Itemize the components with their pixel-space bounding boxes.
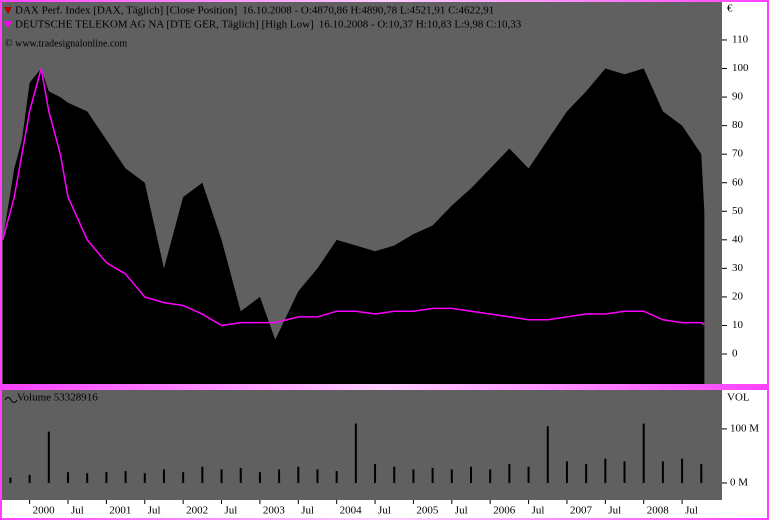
y-tick-label: 40 (732, 233, 744, 245)
y-tick-label: 10 (732, 319, 744, 331)
volume-bar (335, 471, 338, 483)
x-tick-label: 2000 (33, 505, 56, 517)
volume-bar (546, 426, 549, 483)
legend-icon (4, 21, 12, 28)
x-tick-label: 2008 (647, 505, 670, 517)
x-tick-label: Jul (455, 505, 468, 517)
y-tick-label: 0 (732, 348, 738, 360)
x-tick-label: Jul (301, 505, 314, 517)
y-tick-label: 110 (732, 34, 749, 46)
y-tick-label: 70 (732, 148, 744, 160)
legend-info: 16.10.2008 - O:10,37 H:10,83 L:9,98 C:10… (319, 19, 522, 31)
volume-bar (393, 466, 396, 483)
y-tick-label: 90 (732, 91, 744, 103)
legend-entry: DAX Perf. Index [DAX, Täglich] [Close Po… (15, 5, 237, 17)
volume-bar (412, 469, 415, 483)
volume-bar (681, 458, 684, 483)
volume-bar (47, 431, 50, 483)
volume-bar (700, 464, 703, 483)
volume-title: Volume 53328916 (17, 392, 98, 404)
volume-bar (143, 473, 146, 483)
y-tick-label: 30 (732, 262, 744, 274)
y-unit: € (727, 3, 733, 15)
volume-bar (565, 461, 568, 483)
volume-bar (67, 472, 70, 483)
time-axis-area (2, 500, 767, 518)
volume-bar (86, 473, 89, 483)
volume-bar (469, 466, 472, 483)
volume-bar (623, 461, 626, 483)
volume-bar (508, 464, 511, 483)
volume-axis-area (722, 390, 767, 500)
legend-entry: DEUTSCHE TELEKOM AG NA [DTE GER, Täglich… (15, 19, 314, 31)
volume-axis-label: VOL (727, 392, 750, 404)
x-tick-label: 2006 (493, 505, 516, 517)
volume-bar (105, 472, 108, 483)
x-tick-label: 2002 (186, 505, 208, 517)
volume-bar (431, 467, 434, 483)
volume-bar (527, 466, 530, 483)
volume-bar (489, 469, 492, 483)
x-tick-label: Jul (532, 505, 545, 517)
volume-bar (220, 469, 223, 483)
volume-bar (239, 467, 242, 483)
x-tick-label: 2005 (416, 505, 439, 517)
y-tick-label: 100 (732, 62, 749, 74)
legend-icon (4, 7, 12, 14)
volume-bar (642, 423, 645, 483)
x-tick-label: Jul (225, 505, 238, 517)
volume-bar (258, 472, 261, 483)
x-tick-label: Jul (378, 505, 391, 517)
copyright: © www.tradesignalonline.com (5, 38, 127, 49)
legend-info: 16.10.2008 - O:4870,86 H:4890,78 L:4521,… (242, 5, 494, 17)
volume-bar (278, 469, 281, 483)
x-tick-label: 2004 (340, 505, 363, 517)
volume-bar (124, 471, 127, 483)
volume-bar (585, 464, 588, 483)
volume-bar (9, 477, 12, 483)
y-tick-label: 20 (732, 290, 744, 302)
volume-bar (182, 472, 185, 483)
x-tick-label: Jul (71, 505, 84, 517)
volume-bar (661, 461, 664, 483)
x-tick-label: Jul (148, 505, 161, 517)
volume-panel (2, 390, 722, 500)
volume-tick-label: 0 M (730, 477, 748, 489)
y-tick-label: 80 (732, 119, 744, 131)
x-tick-label: 2007 (570, 505, 593, 517)
y-tick-label: 50 (732, 205, 744, 217)
y-tick-label: 60 (732, 176, 744, 188)
volume-bar (450, 469, 453, 483)
volume-bar (354, 423, 357, 483)
x-tick-label: Jul (608, 505, 621, 517)
volume-tick-label: 100 M (730, 422, 759, 434)
volume-bar (316, 469, 319, 483)
volume-bar (374, 464, 377, 483)
volume-bar (297, 466, 300, 483)
price-line (2, 68, 705, 327)
volume-bar (28, 474, 31, 483)
volume-bar (604, 458, 607, 483)
x-tick-label: Jul (685, 505, 698, 517)
volume-bar (201, 466, 204, 483)
price-axis-area (722, 2, 767, 384)
volume-icon (4, 397, 18, 403)
x-tick-label: 2003 (263, 505, 286, 517)
volume-bar (162, 469, 165, 483)
x-tick-label: 2001 (109, 505, 131, 517)
